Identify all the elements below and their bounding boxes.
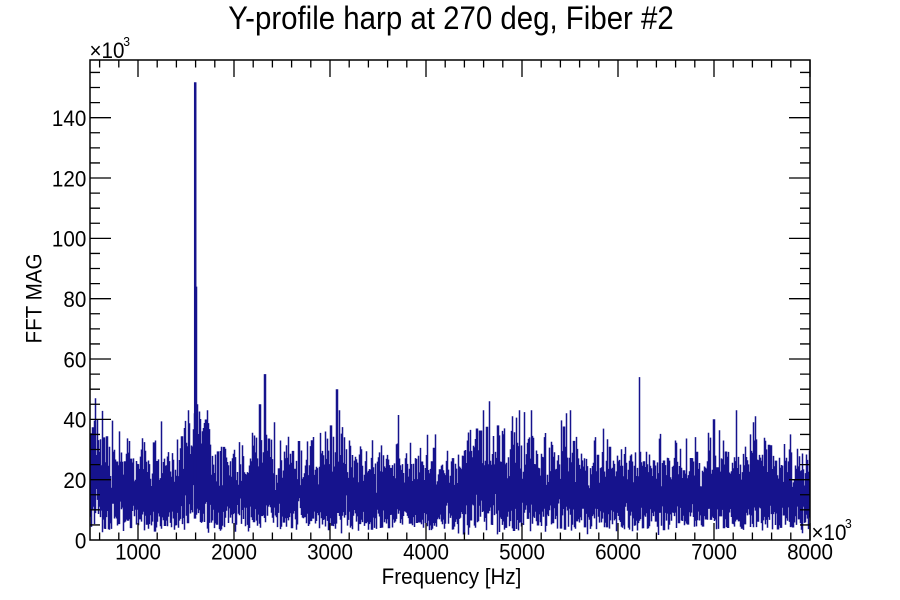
svg-text:×10: ×10 xyxy=(812,520,847,545)
svg-text:3: 3 xyxy=(845,516,852,531)
svg-text:3: 3 xyxy=(123,35,130,50)
svg-text:2000: 2000 xyxy=(211,540,257,565)
svg-text:3000: 3000 xyxy=(307,540,353,565)
svg-text:FFT MAG: FFT MAG xyxy=(22,253,47,343)
svg-text:6000: 6000 xyxy=(595,540,641,565)
svg-text:40: 40 xyxy=(63,408,86,433)
svg-text:8000: 8000 xyxy=(787,540,833,565)
svg-text:80: 80 xyxy=(63,287,86,312)
svg-text:Frequency [Hz]: Frequency [Hz] xyxy=(382,564,522,589)
svg-text:100: 100 xyxy=(52,227,86,252)
svg-text:20: 20 xyxy=(63,468,86,493)
svg-text:Y-profile harp at 270 deg, Fib: Y-profile harp at 270 deg, Fiber #2 xyxy=(228,0,674,36)
svg-text:5000: 5000 xyxy=(499,540,545,565)
svg-text:1000: 1000 xyxy=(115,540,161,565)
svg-text:140: 140 xyxy=(52,106,86,131)
svg-text:0: 0 xyxy=(75,529,86,554)
svg-text:120: 120 xyxy=(52,167,86,192)
svg-text:60: 60 xyxy=(63,348,86,373)
svg-text:7000: 7000 xyxy=(691,540,737,565)
svg-text:4000: 4000 xyxy=(403,540,449,565)
svg-text:×10: ×10 xyxy=(90,38,125,63)
